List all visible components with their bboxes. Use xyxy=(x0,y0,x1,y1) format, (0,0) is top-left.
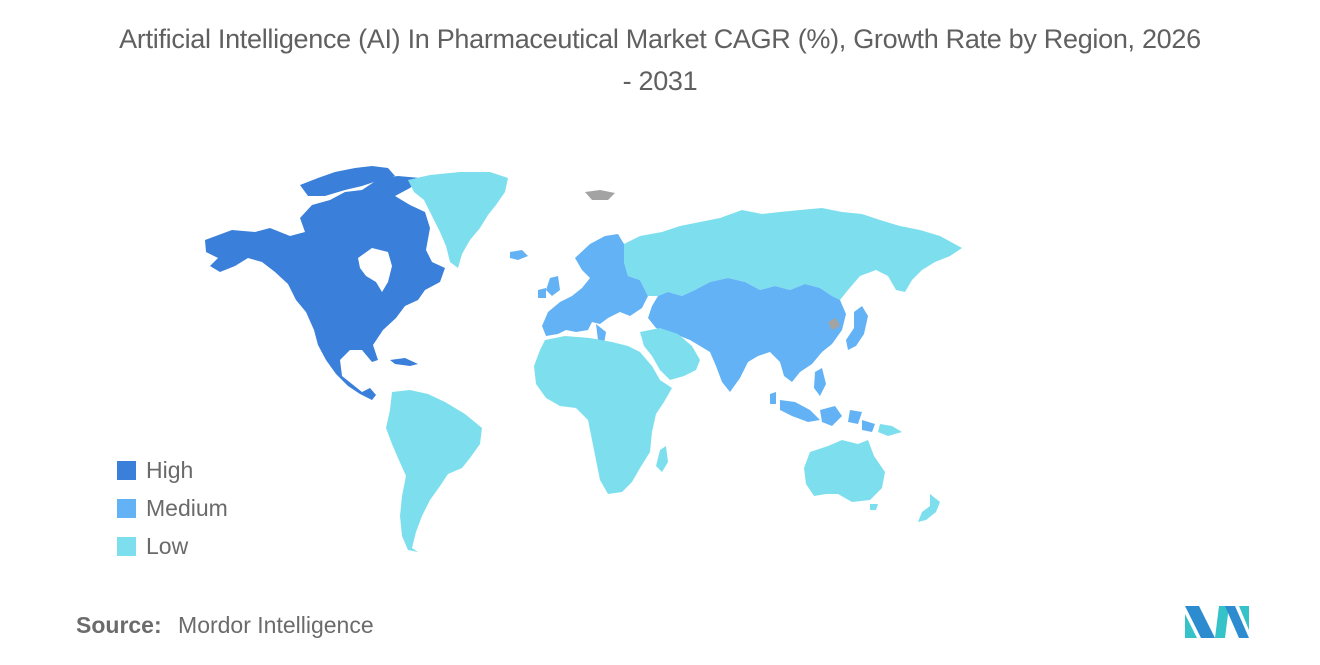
region-south-america xyxy=(386,390,482,552)
chart-title-line1: Artificial Intelligence (AI) In Pharmace… xyxy=(119,24,1201,54)
map-legend: High Medium Low xyxy=(117,451,228,565)
source-note: Source: Mordor Intelligence xyxy=(76,612,374,639)
source-value: Mordor Intelligence xyxy=(178,612,374,638)
region-north-korea xyxy=(828,318,840,330)
chart-title-line2: - 2031 xyxy=(622,66,698,96)
region-oceania xyxy=(804,424,940,522)
region-middle-east-africa xyxy=(534,328,700,494)
mordor-intelligence-logo-icon xyxy=(1185,606,1249,638)
region-europe xyxy=(538,234,648,344)
hudson-bay xyxy=(358,248,392,292)
legend-swatch-low xyxy=(117,536,136,556)
legend-label: Low xyxy=(146,532,189,559)
legend-label: Medium xyxy=(146,494,228,521)
legend-swatch-medium xyxy=(117,498,136,518)
legend-item-low: Low xyxy=(117,527,228,565)
source-label: Source: xyxy=(76,612,162,638)
legend-item-medium: Medium xyxy=(117,489,228,527)
chart-title: Artificial Intelligence (AI) In Pharmace… xyxy=(0,18,1320,102)
legend-item-high: High xyxy=(117,451,228,489)
region-asia xyxy=(648,278,875,432)
region-greenland xyxy=(408,172,508,268)
region-russia xyxy=(624,208,962,300)
region-iceland xyxy=(510,250,528,260)
legend-label: High xyxy=(146,456,194,483)
region-svalbard xyxy=(585,190,615,200)
legend-swatch-high xyxy=(117,460,136,480)
region-north-america xyxy=(205,166,445,400)
